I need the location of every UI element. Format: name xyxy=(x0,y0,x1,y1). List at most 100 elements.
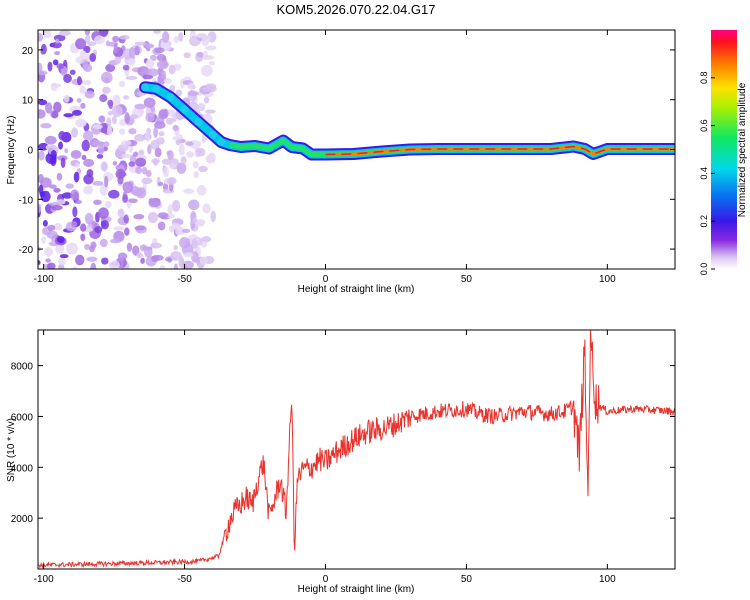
noise-blob xyxy=(46,262,56,269)
noise-blob xyxy=(55,38,60,44)
noise-blob xyxy=(204,35,211,44)
noise-blob xyxy=(57,257,66,266)
y-tick-label: 2000 xyxy=(11,514,34,525)
noise-blob xyxy=(191,239,199,249)
noise-blob xyxy=(135,157,147,167)
noise-blob xyxy=(134,133,146,142)
noise-blob xyxy=(201,240,207,248)
noise-blob xyxy=(170,251,182,261)
noise-blob xyxy=(188,199,200,211)
noise-blob xyxy=(55,243,65,254)
noise-blob xyxy=(119,80,126,88)
noise-blob xyxy=(178,31,184,42)
noise-blob xyxy=(73,171,80,183)
noise-blob xyxy=(38,184,44,195)
noise-blob xyxy=(89,53,97,62)
noise-blob xyxy=(141,177,153,185)
noise-blob xyxy=(128,46,136,59)
noise-blob xyxy=(150,242,162,249)
noise-blob xyxy=(104,175,109,188)
noise-blob xyxy=(197,102,206,110)
x-tick-label: -100 xyxy=(34,574,54,585)
noise-blob xyxy=(52,59,59,66)
noise-blob xyxy=(54,51,61,56)
noise-blob xyxy=(122,95,130,100)
noise-blob xyxy=(145,132,151,142)
noise-blob xyxy=(199,256,208,266)
x-tick-label: 100 xyxy=(599,574,616,585)
noise-blob xyxy=(147,211,158,224)
noise-blob xyxy=(208,152,216,164)
colorbar-ticks: 0.0 0.2 0.4 0.6 0.8 xyxy=(699,72,715,275)
noise-blob xyxy=(134,45,140,56)
noise-blob xyxy=(126,242,133,252)
noise-blob xyxy=(143,97,156,108)
ridge-knot xyxy=(217,138,226,147)
noise-blob xyxy=(124,112,130,124)
noise-blob xyxy=(101,71,113,84)
noise-blob xyxy=(204,109,216,114)
noise-blob xyxy=(44,247,54,257)
x-tick-label: 100 xyxy=(599,274,616,285)
noise-blob xyxy=(175,139,181,146)
noise-blob xyxy=(45,258,51,263)
noise-blob xyxy=(108,100,114,109)
spectrogram-x-axis: -100 -50 0 50 100 xyxy=(34,30,616,285)
noise-blob xyxy=(172,199,181,212)
noise-blob xyxy=(75,199,82,204)
noise-blob xyxy=(70,189,80,201)
noise-blob xyxy=(168,64,176,75)
noise-blob xyxy=(196,51,204,58)
noise-blob xyxy=(196,33,207,39)
noise-blob xyxy=(93,140,103,148)
noise-blob xyxy=(204,45,217,51)
noise-blob xyxy=(134,41,147,46)
noise-blob xyxy=(66,242,78,255)
noise-blob xyxy=(117,144,129,152)
x-tick-label: 50 xyxy=(461,574,473,585)
noise-blob xyxy=(161,70,167,79)
noise-blob xyxy=(47,61,53,72)
noise-blob xyxy=(100,161,108,172)
noise-blob xyxy=(179,237,191,249)
y-tick-label: -10 xyxy=(19,195,34,206)
spectrogram-x-label: Height of straight line (km) xyxy=(298,284,415,295)
noise-blob xyxy=(84,212,94,225)
noise-blob xyxy=(138,149,145,156)
noise-blob xyxy=(121,140,132,146)
noise-blob xyxy=(79,50,87,58)
noise-blob xyxy=(111,105,123,118)
spectrogram-ridge xyxy=(139,81,675,161)
noise-blob xyxy=(99,238,108,248)
noise-blob xyxy=(145,106,152,114)
noise-blob xyxy=(111,115,117,125)
noise-blob xyxy=(141,166,148,175)
noise-blob xyxy=(76,76,82,86)
noise-blob xyxy=(72,266,78,269)
noise-blob xyxy=(53,101,62,113)
noise-blob xyxy=(172,136,177,141)
noise-blob xyxy=(183,188,195,194)
noise-blob xyxy=(84,30,91,36)
noise-blob xyxy=(75,118,87,128)
noise-blob xyxy=(99,94,108,103)
noise-blob xyxy=(173,245,179,251)
ridge-knot xyxy=(208,130,217,139)
noise-blob xyxy=(170,162,176,170)
noise-blob xyxy=(112,94,121,106)
noise-blob xyxy=(58,141,63,150)
noise-blob xyxy=(157,212,169,219)
noise-blob xyxy=(196,185,207,196)
noise-blob xyxy=(81,154,87,161)
noise-blob xyxy=(127,58,136,66)
noise-blob xyxy=(92,180,104,186)
noise-blob xyxy=(208,61,215,66)
x-tick-label: 50 xyxy=(461,274,473,285)
noise-blob xyxy=(123,214,129,224)
noise-blob xyxy=(53,223,63,231)
noise-blob xyxy=(89,245,95,253)
noise-blob xyxy=(76,97,82,103)
noise-blob xyxy=(162,31,170,43)
noise-blob xyxy=(50,82,58,92)
